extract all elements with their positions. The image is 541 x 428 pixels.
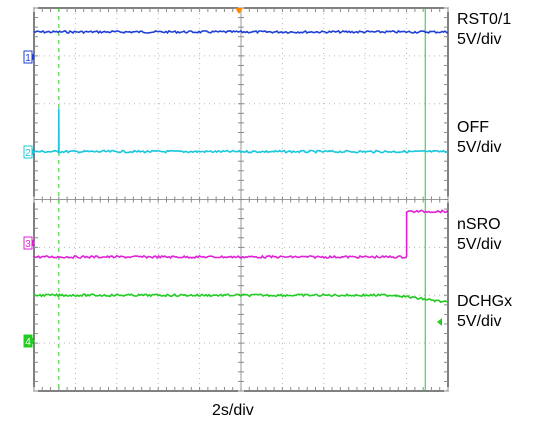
series-scale: 5V/div [457,139,502,156]
channel-marker-4: 4 [23,334,35,348]
channel-marker-1: 1 [23,50,35,64]
series-label-4: DCHGx 5V/div [457,292,512,332]
trace-4 [33,292,449,304]
channel-marker-pointer [32,148,35,156]
trigger-position-marker [235,8,243,14]
channel-marker-pointer [32,53,35,61]
x-axis-label: 2s/div [212,402,254,419]
channel-marker-2: 2 [23,145,35,159]
series-scale: 5V/div [457,236,502,253]
cursor-lines [58,8,426,391]
traces [33,29,449,304]
channel-markers: 1 2 3 4 [23,50,35,348]
channel-marker-pointer [32,337,35,345]
series-name: nSRO [457,216,501,233]
channel-marker-3: 3 [23,236,35,250]
series-label-3: nSRO 5V/div [457,215,501,255]
series-label-1: RST0/1 5V/div [457,10,511,50]
channel-number: 2 [25,148,31,159]
series-label-2: OFF 5V/div [457,118,501,158]
channel-marker-pointer [32,239,35,247]
trigger-level-arrow [437,318,442,326]
channel-number: 4 [25,337,31,348]
channel-number: 1 [25,53,31,64]
series-scale: 5V/div [457,31,502,48]
series-name: DCHGx [457,293,513,310]
trace-3 [33,209,449,260]
series-scale: 5V/div [457,313,502,330]
series-name: RST0/1 [457,11,512,28]
series-name: OFF [457,119,489,136]
trace-2 [33,108,449,155]
trace-1 [33,29,449,35]
channel-number: 3 [25,239,31,250]
